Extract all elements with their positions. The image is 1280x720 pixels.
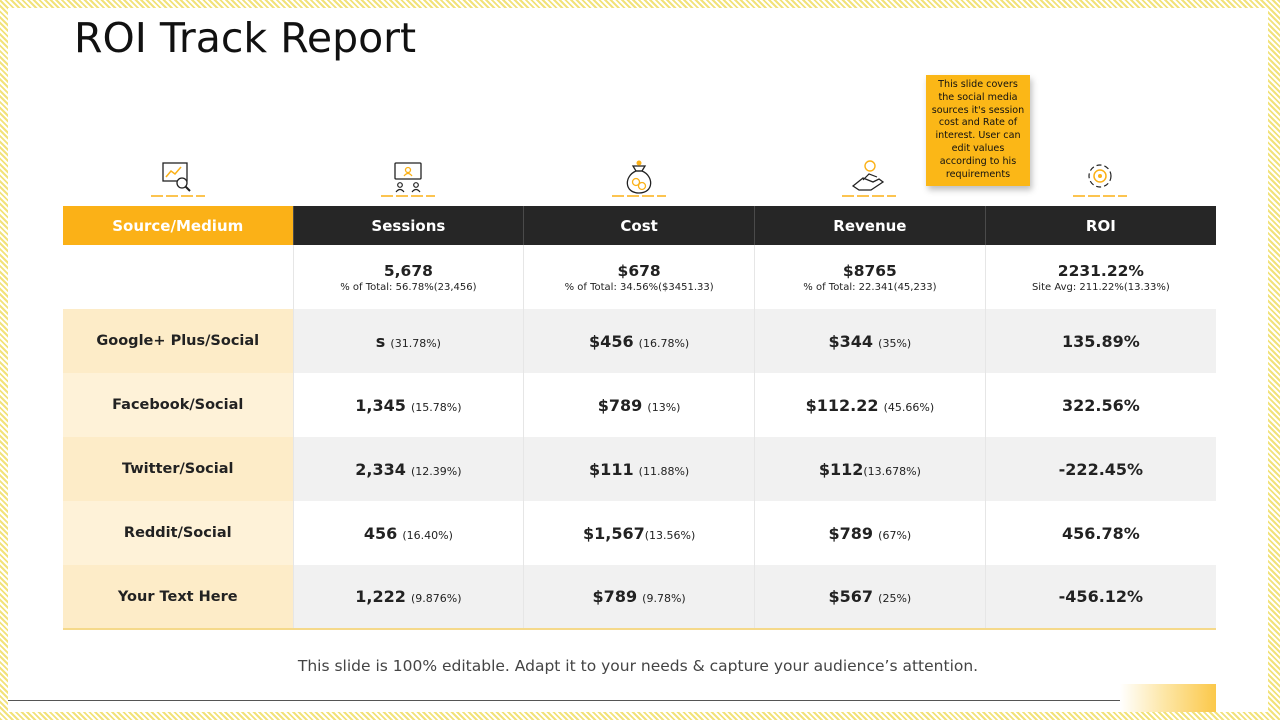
hand-coin-icon [754, 158, 984, 202]
cost-cell: $111 (11.88%) [523, 437, 755, 501]
footer-note: This slide is 100% editable. Adapt it to… [297, 657, 979, 675]
roi-value: -222.45% [1058, 459, 1144, 479]
revenue-cell: $112(13.678%) [754, 437, 986, 501]
sessions-pct: (15.78%) [410, 400, 462, 414]
cost-value: $1,567 [582, 523, 645, 543]
icon-row [63, 158, 1216, 202]
totals-blank-cell [63, 245, 293, 309]
totals-revenue-sub: % of Total: 22.341(45,233) [803, 281, 937, 293]
revenue-value: $567 [828, 587, 874, 606]
cost-cell: $456 (16.78%) [523, 309, 755, 373]
source-cell: Reddit/Social [63, 501, 293, 565]
revenue-value: $112 [818, 459, 864, 479]
bottom-accent [1120, 684, 1216, 712]
slide: ROI Track Report [8, 8, 1268, 712]
header-roi: ROI [984, 206, 1216, 245]
cost-pct: (11.88%) [638, 464, 690, 478]
roi-table: Source/Medium Sessions Cost Revenue ROI … [63, 206, 1216, 630]
sessions-value: s [375, 331, 386, 351]
info-callout: This slide covers the social media sourc… [926, 75, 1030, 186]
revenue-value: $112.22 [805, 395, 879, 415]
roi-value: 456.78% [1061, 523, 1140, 543]
totals-sessions-value: 5,678 [383, 261, 433, 280]
totals-revenue-value: $8765 [842, 261, 897, 280]
revenue-value: $344 [828, 331, 874, 351]
sessions-pct: (16.40%) [402, 528, 453, 542]
roi-cell: 456.78% [984, 501, 1216, 565]
roi-cell: 135.89% [984, 309, 1216, 373]
roi-value: 135.89% [1061, 331, 1140, 351]
roi-cell: -222.45% [984, 437, 1216, 501]
table-row: Facebook/Social 1,345 (15.78%) $789 (13%… [63, 373, 1216, 437]
page-title: ROI Track Report [74, 14, 417, 62]
cost-pct: (16.78%) [638, 336, 690, 350]
revenue-pct: (67%) [878, 528, 912, 542]
cost-pct: (13.56%) [644, 528, 696, 542]
cost-value: $789 [597, 395, 643, 415]
totals-roi-sub: Site Avg: 211.22%(13.33%) [1031, 281, 1170, 293]
totals-revenue: $8765 % of Total: 22.341(45,233) [754, 245, 986, 309]
source-cell: Your Text Here [63, 565, 293, 630]
source-cell: Facebook/Social [63, 373, 293, 437]
totals-row: 5,678 % of Total: 56.78%(23,456) $678 % … [63, 245, 1216, 309]
totals-cost: $678 % of Total: 34.56%($3451.33) [523, 245, 755, 309]
totals-cost-sub: % of Total: 34.56%($3451.33) [564, 281, 714, 293]
cost-cell: $1,567(13.56%) [523, 501, 755, 565]
revenue-cell: $789 (67%) [754, 501, 986, 565]
analytics-magnifier-icon [63, 158, 293, 202]
table-row: Your Text Here 1,222 (9.876%) $789 (9.78… [63, 565, 1216, 630]
roi-value: -456.12% [1058, 587, 1144, 606]
revenue-cell: $567 (25%) [754, 565, 986, 630]
header-cost: Cost [523, 206, 755, 245]
sessions-cell: 456 (16.40%) [292, 501, 524, 565]
cost-value: $456 [589, 331, 634, 351]
roi-cell: 322.56% [984, 373, 1216, 437]
revenue-pct: (45.66%) [883, 400, 935, 414]
sessions-cell: 1,345 (15.78%) [292, 373, 524, 437]
totals-sessions-sub: % of Total: 56.78%(23,456) [340, 281, 477, 293]
revenue-pct: (25%) [878, 592, 912, 605]
gear-cycle-icon [985, 158, 1215, 202]
sessions-value: 2,334 [355, 459, 406, 479]
cost-pct: (9.78%) [642, 592, 686, 605]
header-revenue: Revenue [754, 206, 986, 245]
revenue-cell: $112.22 (45.66%) [754, 373, 986, 437]
sessions-pct: (31.78%) [390, 336, 441, 350]
totals-roi: 2231.22% Site Avg: 211.22%(13.33%) [984, 245, 1216, 309]
sessions-value: 456 [363, 523, 398, 543]
source-cell: Twitter/Social [63, 437, 293, 501]
table-row: Twitter/Social 2,334 (12.39%) $111 (11.8… [63, 437, 1216, 501]
revenue-pct: (13.678%) [863, 464, 921, 478]
presentation-board-icon [293, 158, 523, 202]
source-cell: Google+ Plus/Social [63, 309, 293, 373]
totals-cost-value: $678 [617, 261, 661, 280]
sessions-value: 1,345 [355, 395, 406, 415]
sessions-cell: s (31.78%) [292, 309, 524, 373]
table-header-row: Source/Medium Sessions Cost Revenue ROI [63, 206, 1216, 245]
cost-value: $789 [592, 587, 638, 606]
totals-roi-value: 2231.22% [1057, 261, 1144, 280]
revenue-pct: (35%) [878, 336, 912, 350]
money-bag-icon [524, 158, 754, 202]
roi-value: 322.56% [1061, 395, 1140, 415]
sessions-value: 1,222 [355, 587, 406, 606]
bottom-divider [8, 700, 1120, 701]
cost-cell: $789 (13%) [523, 373, 755, 437]
header-source-medium: Source/Medium [63, 206, 293, 245]
sessions-pct: (12.39%) [410, 464, 462, 478]
table-row: Reddit/Social 456 (16.40%) $1,567(13.56%… [63, 501, 1216, 565]
sessions-cell: 1,222 (9.876%) [292, 565, 524, 630]
cost-value: $111 [589, 459, 634, 479]
sessions-cell: 2,334 (12.39%) [292, 437, 524, 501]
table-row: Google+ Plus/Social s (31.78%) $456 (16.… [63, 309, 1216, 373]
totals-sessions: 5,678 % of Total: 56.78%(23,456) [292, 245, 524, 309]
revenue-value: $789 [828, 523, 874, 543]
sessions-pct: (9.876%) [410, 592, 462, 605]
roi-cell: -456.12% [984, 565, 1216, 630]
cost-cell: $789 (9.78%) [523, 565, 755, 630]
revenue-cell: $344 (35%) [754, 309, 986, 373]
header-sessions: Sessions [292, 206, 524, 245]
cost-pct: (13%) [647, 400, 681, 414]
